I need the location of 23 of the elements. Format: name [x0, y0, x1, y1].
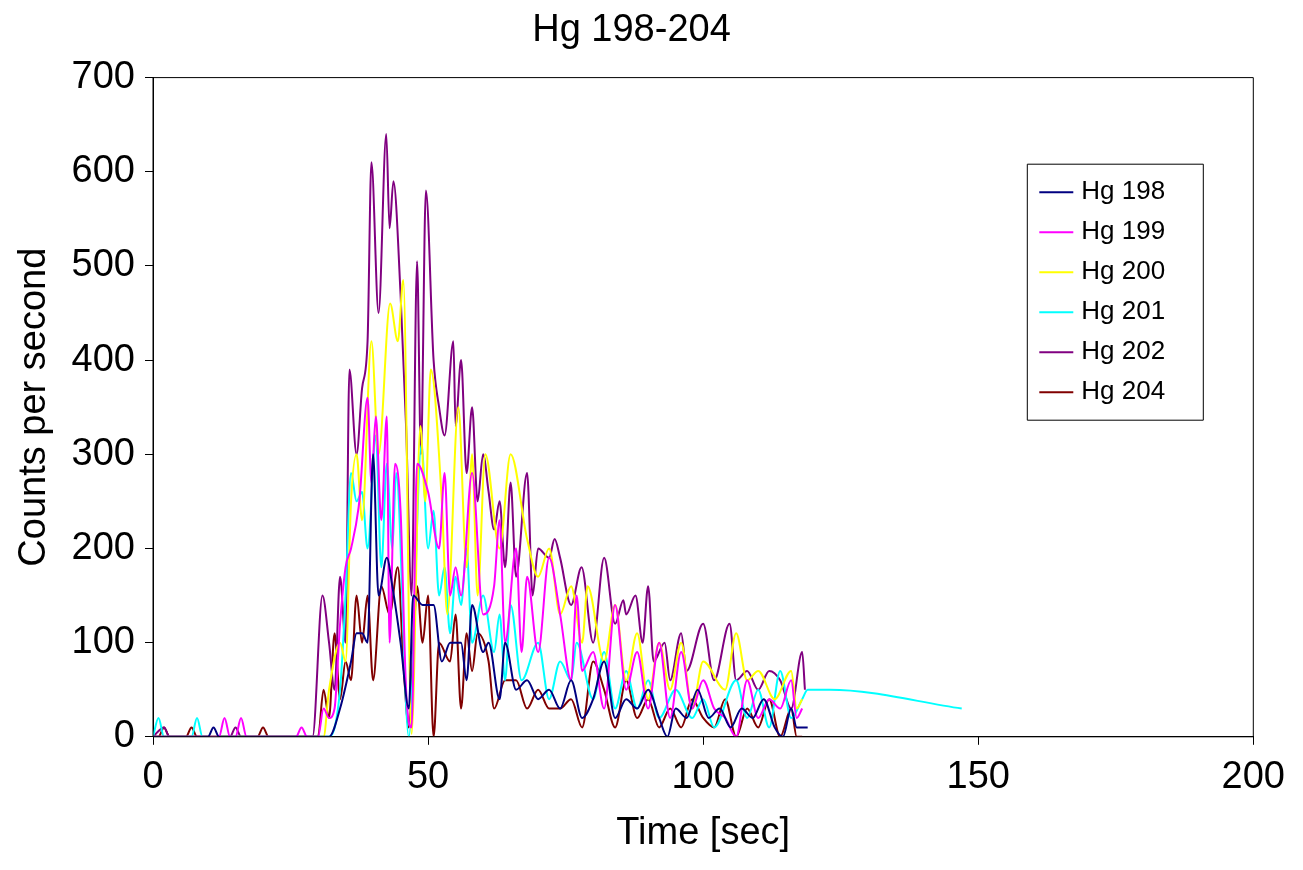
legend-label: Hg 199 [1081, 215, 1166, 246]
x-tick-label: 0 [142, 754, 164, 797]
y-tick-label: 200 [71, 524, 135, 567]
legend-label: Hg 201 [1081, 295, 1166, 326]
x-axis-title: Time [sec] [616, 809, 791, 852]
x-tick-label: 100 [671, 754, 735, 797]
y-tick-label: 500 [71, 242, 135, 285]
y-tick-label: 400 [71, 336, 135, 379]
y-tick-label: 700 [71, 54, 135, 97]
x-tick-label: 150 [946, 754, 1010, 797]
legend-label: Hg 198 [1081, 175, 1166, 206]
y-tick-label: 100 [71, 619, 135, 662]
chart-title: Hg 198-204 [532, 7, 731, 50]
y-tick-label: 600 [71, 148, 135, 191]
legend-label: Hg 204 [1081, 375, 1166, 406]
legend-label: Hg 202 [1081, 335, 1166, 366]
y-tick-label: 300 [71, 430, 135, 473]
y-axis-title: Counts per second [11, 247, 54, 567]
y-tick-label: 0 [113, 713, 135, 756]
x-tick-label: 50 [406, 754, 450, 797]
legend-label: Hg 200 [1081, 255, 1166, 286]
x-tick-label: 200 [1221, 754, 1285, 797]
line-series [153, 133, 806, 737]
